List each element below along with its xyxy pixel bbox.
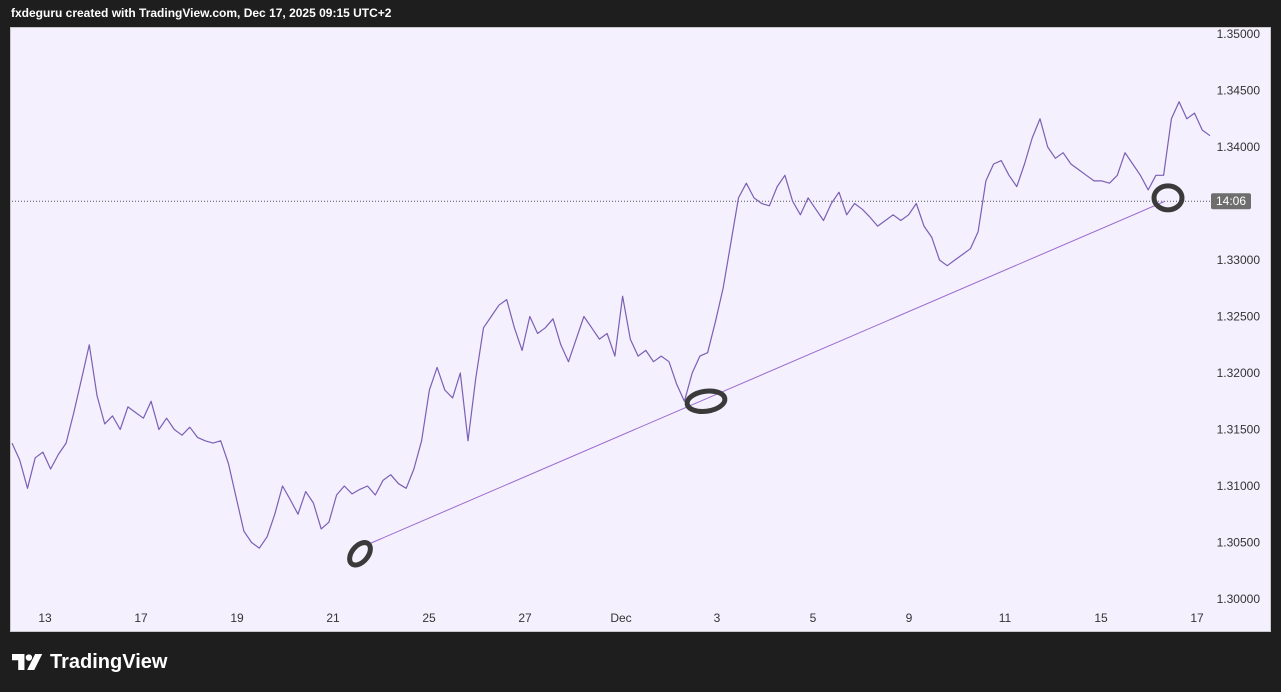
circle-marker[interactable]: [684, 388, 728, 414]
current-price-label: 14:06: [1216, 194, 1246, 208]
circle-marker[interactable]: [1151, 183, 1185, 213]
x-tick-label: 15: [1094, 611, 1108, 625]
annotation-markers[interactable]: [346, 183, 1185, 569]
current-price-badge: 14:06: [1211, 193, 1251, 210]
y-tick-label: 1.34500: [1217, 84, 1261, 98]
y-tick-label: 1.32500: [1217, 310, 1261, 324]
x-tick-label: 17: [134, 611, 148, 625]
x-axis: 13 17 19 21 25 27 Dec 3 5 9 11 15 17: [38, 611, 1204, 625]
x-tick-label: 21: [326, 611, 340, 625]
price-series-line: [11, 101, 1211, 549]
x-tick-label: Dec: [610, 611, 631, 625]
x-tick-label: 19: [230, 611, 244, 625]
y-tick-label: 1.31000: [1217, 479, 1261, 493]
chart-panel[interactable]: [10, 27, 1271, 632]
circle-marker[interactable]: [346, 539, 375, 569]
x-tick-label: 11: [999, 611, 1012, 625]
x-tick-label: 17: [1190, 611, 1204, 625]
x-tick-label: 27: [518, 611, 532, 625]
tradingview-brand: TradingView: [50, 650, 168, 673]
chart-header: fxdeguru created with TradingView.com, D…: [11, 6, 392, 20]
y-tick-label: 1.30000: [1217, 592, 1261, 606]
tradingview-logo[interactable]: TradingView: [12, 650, 167, 674]
x-tick-label: 13: [38, 611, 52, 625]
y-tick-label: 1.32000: [1217, 366, 1261, 380]
x-tick-label: 9: [906, 611, 913, 625]
x-tick-label: 3: [714, 611, 721, 625]
trendline[interactable]: [366, 200, 1166, 546]
y-tick-label: 1.31500: [1217, 423, 1261, 437]
y-tick-label: 1.33000: [1217, 253, 1261, 267]
y-axis: 1.35000 1.34500 1.34000 1.33000 1.32500 1.320…: [1217, 27, 1261, 606]
tradingview-logo-icon: [12, 654, 43, 670]
y-tick-label: 1.30500: [1217, 536, 1261, 550]
x-tick-label: 5: [810, 611, 817, 625]
y-tick-label: 1.35000: [1217, 27, 1261, 41]
x-tick-label: 25: [422, 611, 436, 625]
y-tick-label: 1.34000: [1217, 140, 1261, 154]
